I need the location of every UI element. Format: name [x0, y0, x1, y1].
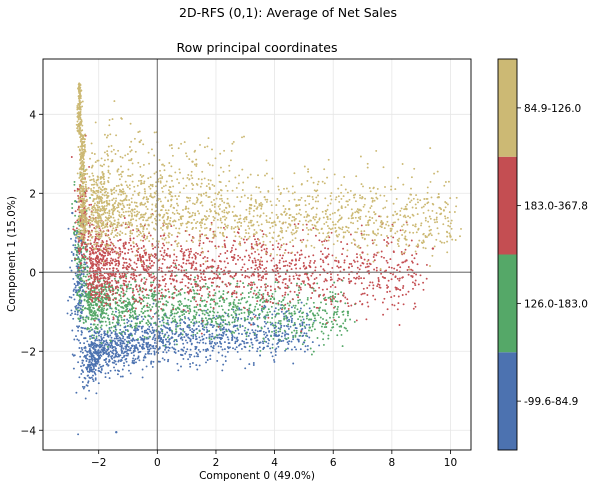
data-point-series-1 — [273, 334, 276, 337]
data-point-series-3 — [258, 263, 262, 266]
data-point-series-4 — [79, 89, 83, 92]
data-point-series-1 — [91, 342, 95, 345]
colorbar-segment-1 — [498, 352, 517, 450]
x-tick-label: 10 — [444, 457, 457, 469]
data-point-series-4 — [120, 207, 124, 211]
x-tick-label: −2 — [91, 457, 106, 469]
plot-area: −2 0 2 4 6 8 10 −4 −2 0 2 4 — [21, 58, 472, 469]
data-point-series-2 — [120, 310, 124, 313]
data-points — [71, 89, 452, 434]
data-point-series-1 — [79, 239, 83, 242]
figure-suptitle: 2D-RFS (0,1): Average of Net Sales — [179, 5, 397, 20]
data-point-series-2 — [100, 302, 103, 306]
data-point-series-4 — [100, 176, 103, 179]
data-point-series-2 — [79, 259, 83, 262]
data-point-series-1 — [141, 338, 144, 341]
data-point-series-3 — [79, 199, 83, 203]
colorbar-tick-label: 183.0-367.8 — [524, 201, 588, 213]
data-point-series-4 — [449, 235, 452, 238]
data-point-series-1 — [94, 361, 97, 365]
x-tick-label: 4 — [271, 457, 278, 469]
data-point-series-1 — [103, 330, 106, 333]
data-point-series-3 — [290, 259, 294, 262]
data-point-series-4 — [214, 211, 218, 215]
data-point-series-1 — [132, 361, 136, 365]
data-point-series-4 — [147, 223, 150, 227]
colorbar-segment-3 — [498, 156, 517, 255]
data-point-series-4 — [437, 196, 440, 199]
axes-title: Row principal coordinates — [176, 40, 337, 55]
data-point-series-1 — [208, 342, 212, 345]
data-point-series-3 — [112, 267, 115, 270]
x-axis-ticks: −2 0 2 4 6 8 10 — [91, 450, 457, 469]
colorbar-segment-2 — [498, 254, 517, 353]
y-tick-label: 4 — [29, 109, 36, 121]
reference-lines — [43, 59, 471, 450]
data-point-series-1 — [115, 431, 118, 434]
x-tick-label: 8 — [389, 457, 396, 469]
data-point-series-3 — [361, 251, 364, 254]
data-point-series-4 — [405, 207, 408, 211]
data-point-series-3 — [431, 247, 435, 250]
colorbar-frame — [497, 58, 518, 451]
data-point-series-3 — [229, 275, 232, 278]
x-tick-label: 6 — [330, 457, 337, 469]
data-point-series-1 — [71, 211, 74, 215]
x-tick-label: 0 — [154, 457, 161, 469]
data-point-series-2 — [279, 322, 282, 325]
data-point-series-4 — [179, 215, 182, 219]
data-point-series-2 — [176, 306, 180, 310]
colorbar-tick-label: -99.6-84.9 — [524, 396, 578, 408]
data-point-series-2 — [308, 326, 311, 329]
data-point-series-3 — [326, 255, 329, 258]
colorbar: -99.6-84.9 126.0-183.0 183.0-367.8 84.9-126… — [497, 58, 588, 451]
point-cloud — [66, 82, 462, 436]
data-point-series-4 — [326, 215, 329, 219]
x-axis-label: Component 0 (49.0%) — [199, 470, 315, 482]
data-point-series-4 — [138, 140, 141, 144]
data-point-series-2 — [147, 314, 150, 317]
data-point-series-1 — [229, 330, 232, 333]
data-point-series-4 — [191, 160, 194, 163]
data-point-series-3 — [94, 251, 97, 254]
y-tick-label: −4 — [21, 425, 37, 437]
data-point-series-1 — [120, 350, 124, 353]
y-tick-label: −2 — [21, 346, 36, 358]
y-tick-label: 0 — [29, 267, 36, 279]
data-point-series-2 — [346, 310, 350, 313]
data-point-series-1 — [249, 338, 253, 341]
x-tick-label: 2 — [213, 457, 220, 469]
data-point-series-3 — [161, 278, 165, 282]
y-axis-ticks: −4 −2 0 2 4 — [21, 109, 43, 437]
data-point-series-1 — [185, 334, 188, 337]
data-point-series-2 — [244, 318, 247, 321]
data-point-series-1 — [164, 346, 168, 349]
colorbar-tick-label: 126.0-183.0 — [524, 298, 588, 310]
colorbar-segment-4 — [498, 59, 517, 157]
data-point-series-3 — [194, 282, 197, 286]
data-point-series-2 — [74, 199, 77, 203]
data-point-series-4 — [288, 207, 291, 211]
colorbar-tick-label: 84.9-126.0 — [524, 103, 581, 115]
data-point-series-1 — [97, 318, 100, 321]
plot-frame — [42, 58, 472, 451]
plot-background — [43, 59, 471, 450]
data-point-series-4 — [249, 203, 253, 207]
data-point-series-4 — [367, 223, 370, 227]
y-tick-label: 2 — [29, 188, 36, 200]
data-point-series-2 — [208, 310, 212, 313]
data-point-series-3 — [405, 259, 408, 262]
data-point-series-2 — [88, 290, 92, 294]
y-axis-label: Component 1 (15.0%) — [6, 196, 18, 312]
data-point-series-4 — [82, 144, 86, 148]
